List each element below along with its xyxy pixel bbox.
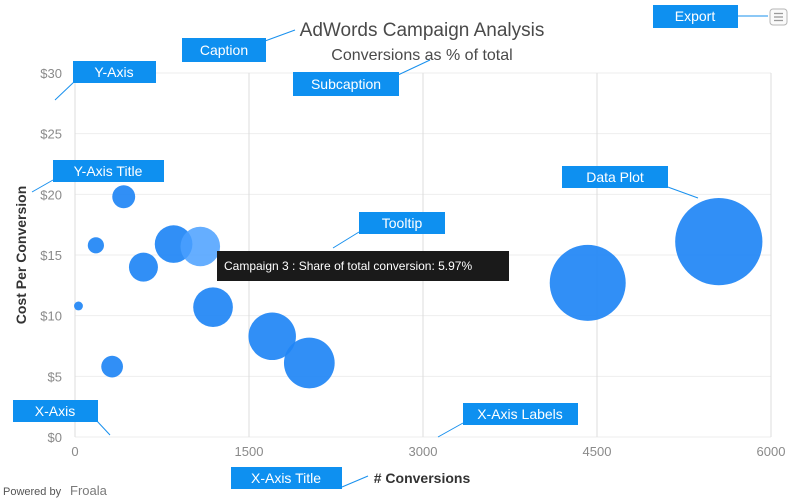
callout-y-axis-title: Y-Axis Title <box>53 160 164 182</box>
bubble-point[interactable] <box>112 185 136 209</box>
callout-connectors <box>31 15 768 488</box>
export-menu-icon[interactable] <box>769 8 788 26</box>
bubble-point[interactable] <box>128 252 158 282</box>
brand-logo-text[interactable]: Froala <box>70 483 108 498</box>
y-axis-title: Cost Per Conversion <box>13 186 29 324</box>
callout-x-axis-labels: X-Axis Labels <box>463 403 578 425</box>
tooltip-text: Campaign 3 : Share of total conversion: … <box>224 259 472 273</box>
bubble-point[interactable] <box>248 312 296 361</box>
callout-caption: Caption <box>182 38 266 62</box>
chart-title: AdWords Campaign Analysis <box>300 20 545 41</box>
svg-text:X-Axis Labels: X-Axis Labels <box>477 406 563 422</box>
x-tick-label: 4500 <box>583 444 612 459</box>
svg-text:X-Axis Title: X-Axis Title <box>251 470 321 486</box>
y-tick-label: $10 <box>40 309 62 324</box>
y-tick-label: $25 <box>40 127 62 142</box>
svg-text:Data Plot: Data Plot <box>586 169 644 185</box>
y-tick-label: $20 <box>40 187 62 202</box>
bubble-series[interactable] <box>74 185 763 410</box>
bubble-point[interactable] <box>549 244 626 321</box>
callout-x-axis: X-Axis <box>13 400 98 422</box>
x-tick-label: 0 <box>71 444 78 459</box>
bubble-point[interactable] <box>101 355 123 378</box>
svg-text:X-Axis: X-Axis <box>35 403 75 419</box>
svg-text:Subcaption: Subcaption <box>311 76 381 92</box>
callout-y-axis: Y-Axis <box>73 61 156 83</box>
y-tick-label: $5 <box>48 369 62 384</box>
bubble-point[interactable] <box>87 237 104 254</box>
svg-text:Y-Axis Title: Y-Axis Title <box>74 163 143 179</box>
y-tick-label: $30 <box>40 66 62 81</box>
svg-text:Export: Export <box>675 8 716 24</box>
callout-x-axis-title: X-Axis Title <box>231 467 342 489</box>
bubble-point[interactable] <box>283 337 335 389</box>
svg-text:Caption: Caption <box>200 42 248 58</box>
tooltip: Campaign 3 : Share of total conversion: … <box>217 251 509 281</box>
y-tick-label: $15 <box>40 248 62 263</box>
x-tick-label: 3000 <box>409 444 438 459</box>
bubble-point[interactable] <box>74 301 83 311</box>
y-tick-label: $0 <box>48 430 62 445</box>
callout-data-plot: Data Plot <box>562 166 668 188</box>
x-axis-labels: 0 1500 3000 4500 6000 <box>71 444 785 459</box>
svg-text:Y-Axis: Y-Axis <box>94 64 133 80</box>
x-tick-label: 6000 <box>757 444 786 459</box>
svg-text:Tooltip: Tooltip <box>382 215 423 231</box>
x-axis-title: # Conversions <box>374 470 471 486</box>
callout-tooltip: Tooltip <box>359 212 445 234</box>
chart-subtitle: Conversions as % of total <box>331 47 512 64</box>
callout-subcaption: Subcaption <box>293 72 399 96</box>
bubble-point[interactable] <box>193 287 233 328</box>
bubble-point[interactable] <box>675 198 763 286</box>
bubble-point[interactable] <box>180 226 221 267</box>
x-tick-label: 1500 <box>235 444 264 459</box>
y-axis-labels: $0 $5 $10 $15 $20 $25 $30 <box>40 66 62 445</box>
powered-by-text: Powered by <box>3 486 62 498</box>
callout-export: Export <box>653 5 738 28</box>
